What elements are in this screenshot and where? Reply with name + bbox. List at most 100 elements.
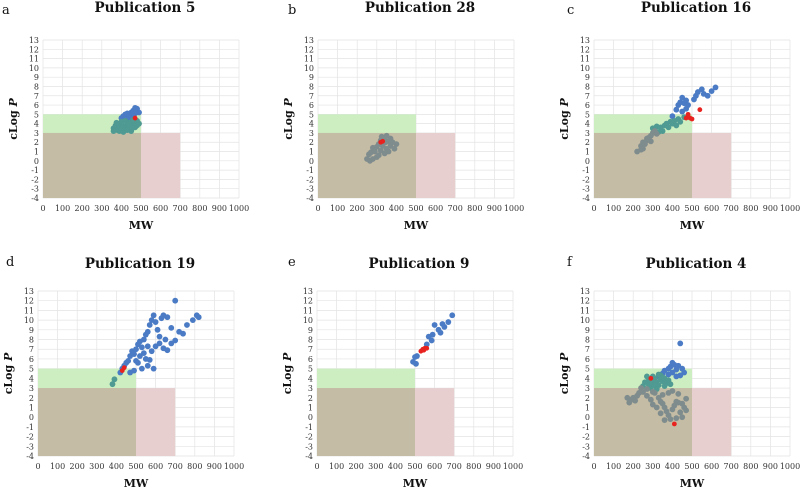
y-tick-label: 7 — [585, 92, 590, 101]
y-tick-label: 9 — [585, 326, 590, 335]
y-tick-label: 7 — [34, 92, 39, 101]
data-point-red — [683, 115, 689, 121]
series-red — [119, 365, 127, 373]
data-point-gray — [367, 157, 373, 164]
series-teal — [110, 117, 142, 135]
y-tick-label: -2 — [305, 433, 313, 442]
y-tick-label: 1 — [34, 148, 39, 157]
x-tick-label: 200 — [70, 462, 85, 471]
data-point-blue — [669, 113, 676, 120]
data-point-teal — [111, 376, 118, 383]
x-tick-label: 900 — [207, 462, 222, 471]
x-tick-label: 400 — [114, 204, 129, 213]
y-tick-label: 13 — [24, 287, 34, 296]
data-point-gray — [387, 135, 394, 142]
panel-b: b Publication 280 100 200 300 400 500 600 700 800… — [282, 0, 524, 232]
data-point-gray — [383, 145, 390, 152]
data-point-gray — [677, 409, 684, 416]
data-point-blue — [431, 322, 438, 328]
data-point-blue — [189, 317, 196, 324]
data-point-blue — [708, 88, 715, 95]
data-point-blue — [164, 314, 171, 321]
y-tick-label: 7 — [585, 345, 590, 354]
y-tick-label: 5 — [29, 365, 34, 374]
y-axis-label-italic: P — [282, 97, 295, 107]
data-point-red — [648, 375, 654, 381]
panel-letter: f — [567, 255, 573, 270]
y-tick-label: 11 — [29, 55, 39, 64]
data-point-blue — [162, 336, 169, 343]
y-tick-label: 8 — [309, 82, 314, 91]
x-tick-label: 100 — [50, 462, 65, 471]
x-tick-label: 900 — [487, 204, 502, 213]
data-point-blue — [146, 357, 153, 363]
y-tick-label: 5 — [585, 110, 590, 119]
y-tick-label: -3 — [306, 185, 314, 194]
y-tick-label: -3 — [31, 185, 39, 194]
y-tick-label: 10 — [580, 316, 590, 325]
x-tick-label: 900 — [486, 462, 501, 471]
y-tick-label: -1 — [582, 166, 590, 175]
data-point-gray — [683, 407, 690, 414]
y-axis-label-italic: P — [2, 352, 15, 362]
x-tick-label: 600 — [704, 462, 719, 471]
y-tick-label: -2 — [582, 175, 590, 184]
panel-letter: c — [567, 3, 574, 18]
data-point-blue — [704, 92, 711, 99]
x-tick-label: 700 — [724, 462, 739, 471]
data-point-gray — [653, 404, 660, 411]
data-point-blue — [150, 312, 157, 319]
overlap-zone — [317, 388, 415, 456]
data-point-gray — [644, 386, 650, 392]
series-red — [418, 345, 430, 354]
series-gray — [364, 132, 400, 164]
y-tick-label: 1 — [309, 148, 314, 157]
x-tick-label: 0 — [40, 204, 45, 213]
y-tick-label: 13 — [303, 287, 313, 296]
y-tick-label: 10 — [303, 316, 313, 325]
x-tick-label: 0 — [315, 204, 320, 213]
y-tick-label: 4 — [585, 374, 590, 383]
overlap-zone — [594, 388, 692, 456]
x-tick-label: 800 — [466, 462, 481, 471]
y-tick-label: 6 — [34, 101, 39, 110]
data-point-gray — [378, 133, 385, 140]
x-axis-label: MW — [404, 219, 429, 232]
data-point-blue — [683, 105, 690, 112]
panel-d: d Publication 190 100 200 300 400 500 600 700 800… — [2, 255, 244, 489]
x-tick-label: 500 — [408, 204, 423, 213]
data-point-blue — [698, 86, 705, 93]
y-tick-label: 8 — [585, 82, 590, 91]
data-point-blue — [146, 322, 153, 328]
x-tick-label: 400 — [388, 462, 403, 471]
data-point-red — [119, 368, 125, 373]
x-tick-label: 700 — [724, 204, 739, 213]
data-point-teal — [110, 128, 117, 134]
data-point-teal — [129, 125, 136, 132]
series-blue — [669, 84, 719, 120]
data-point-gray — [675, 390, 682, 397]
y-axis-label-text: cLog — [7, 106, 20, 139]
data-point-blue — [195, 314, 202, 321]
y-tick-label: -2 — [31, 175, 39, 184]
panel-letter: e — [288, 255, 296, 270]
y-tick-label: 3 — [585, 384, 590, 393]
data-point-teal — [677, 118, 684, 125]
data-point-teal — [125, 121, 132, 128]
y-tick-label: -3 — [582, 185, 590, 194]
y-tick-label: -4 — [31, 194, 39, 203]
x-tick-label: 1000 — [503, 462, 523, 471]
data-point-teal — [644, 373, 650, 380]
x-tick-label: 100 — [606, 462, 621, 471]
series-red — [132, 115, 138, 121]
x-tick-label: 500 — [684, 462, 699, 471]
data-point-gray — [683, 395, 690, 402]
y-tick-label: -1 — [305, 423, 313, 432]
y-axis-label-italic: P — [7, 97, 20, 107]
y-tick-label: 2 — [308, 394, 313, 403]
series-blue — [117, 297, 202, 376]
data-point-blue — [144, 328, 151, 335]
y-tick-label: -1 — [26, 423, 34, 432]
y-tick-label: 7 — [29, 345, 34, 354]
x-tick-label: 1000 — [224, 462, 244, 471]
